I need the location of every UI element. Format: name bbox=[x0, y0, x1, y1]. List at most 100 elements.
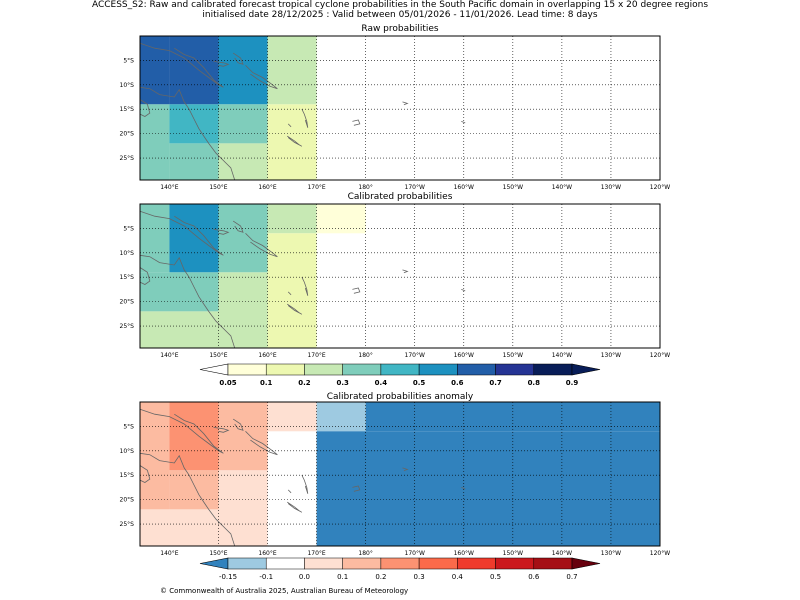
calibrated-coastline bbox=[301, 277, 309, 296]
probability-colorbar-swatch bbox=[533, 363, 573, 376]
anomaly-coastline bbox=[139, 452, 236, 547]
anomaly-probability-cell bbox=[316, 402, 366, 432]
raw-y-tick-label: 5°S bbox=[123, 57, 134, 64]
raw-x-tick-label: 170°E bbox=[307, 184, 325, 191]
raw-x-tick-label: 140°E bbox=[160, 184, 178, 191]
calibrated-coastline bbox=[286, 303, 303, 315]
probability-colorbar-label: 0.9 bbox=[566, 379, 579, 387]
raw-y-tick-label: 15°S bbox=[120, 106, 135, 113]
anomaly-colorbar-swatch bbox=[457, 557, 496, 570]
probability-colorbar-label: 0.4 bbox=[375, 379, 388, 387]
raw-coastline bbox=[139, 99, 151, 117]
calibrated-probability-cell bbox=[140, 311, 219, 348]
raw-map-panel: 140°E 150°E 160°E 170°E 180° 170°W 160°W 150°W 1… bbox=[120, 35, 670, 191]
anomaly-colorbar-label: 0.1 bbox=[337, 573, 348, 581]
calibrated-panel-title: Calibrated probabilities bbox=[347, 192, 453, 202]
raw-x-tick-label: 160°W bbox=[454, 184, 474, 191]
probability-colorbar-swatch bbox=[418, 363, 458, 376]
calibrated-coastline bbox=[139, 254, 236, 349]
calibrated-coastline bbox=[245, 233, 278, 258]
calibrated-probability-cell bbox=[316, 204, 366, 234]
anomaly-y-tick-label: 25°S bbox=[120, 521, 135, 528]
calibrated-x-tick-label: 150°E bbox=[209, 352, 227, 359]
probability-colorbar-label: 0.2 bbox=[298, 379, 311, 387]
calibrated-x-tick-label: 130°W bbox=[601, 352, 621, 359]
calibrated-x-tick-label: 170°W bbox=[405, 352, 425, 359]
calibrated-probability-cell bbox=[140, 204, 170, 273]
anomaly-panel-title: Calibrated probabilities anomaly bbox=[326, 392, 474, 402]
raw-x-tick-label: 180° bbox=[358, 184, 372, 191]
anomaly-colorbar-swatch bbox=[495, 557, 535, 570]
raw-coastline bbox=[245, 65, 278, 90]
probability-colorbar-swatch bbox=[265, 363, 305, 376]
raw-probability-cell bbox=[218, 36, 268, 105]
probability-colorbar-swatch bbox=[304, 363, 343, 376]
anomaly-x-tick-label: 150°W bbox=[503, 550, 523, 557]
probability-colorbar-label: 0.6 bbox=[451, 379, 464, 387]
probability-colorbar-over-extension bbox=[571, 363, 601, 376]
raw-x-tick-label: 170°W bbox=[405, 184, 425, 191]
anomaly-coastline bbox=[213, 427, 230, 433]
raw-panel-title: Raw probabilities bbox=[361, 24, 439, 34]
raw-probability-cell bbox=[267, 104, 317, 180]
anomaly-x-tick-label: 170°E bbox=[307, 550, 325, 557]
anomaly-probability-cell bbox=[169, 470, 219, 510]
raw-coastline bbox=[213, 61, 230, 67]
raw-map-frame bbox=[139, 35, 661, 181]
calibrated-coastline bbox=[352, 287, 361, 294]
anomaly-colorbar-over-extension bbox=[571, 557, 601, 570]
calibrated-probability-cell bbox=[218, 204, 268, 273]
anomaly-coastline bbox=[461, 487, 466, 490]
anomaly-y-tick-label: 15°S bbox=[120, 472, 135, 479]
anomaly-probability-cell bbox=[267, 402, 317, 432]
anomaly-x-tick-label: 170°W bbox=[405, 550, 425, 557]
anomaly-coastline bbox=[245, 431, 278, 456]
calibrated-y-tick-label: 5°S bbox=[123, 225, 134, 232]
calibrated-y-tick-label: 10°S bbox=[120, 250, 135, 257]
probability-colorbar: 0.05 0.1 0.2 0.3 0.4 0.5 0.6 0.7 0.8 0.9 bbox=[199, 363, 601, 387]
calibrated-map-panel: 140°E 150°E 160°E 170°E 180° 170°W 160°W 150°W 1… bbox=[120, 203, 670, 359]
calibrated-probability-cell bbox=[267, 233, 317, 348]
anomaly-probability-cell bbox=[218, 402, 268, 471]
raw-x-tick-label: 150°E bbox=[209, 184, 227, 191]
anomaly-x-tick-label: 130°W bbox=[601, 550, 621, 557]
probability-colorbar-swatch bbox=[227, 363, 267, 376]
figure-title: ACCESS_S2: Raw and calibrated forecast t… bbox=[91, 0, 709, 10]
anomaly-probability-cell bbox=[316, 431, 660, 546]
anomaly-probability-cell bbox=[218, 470, 268, 546]
calibrated-y-tick-label: 20°S bbox=[120, 299, 135, 306]
anomaly-colorbar-swatch bbox=[342, 557, 382, 570]
probability-colorbar-swatch bbox=[495, 363, 535, 376]
anomaly-colorbar-swatch bbox=[304, 557, 343, 570]
calibrated-map-frame bbox=[139, 203, 661, 349]
anomaly-probability-cell bbox=[169, 402, 219, 471]
anomaly-map-panel: 140°E 150°E 160°E 170°E 180° 170°W 160°W 150°W 1… bbox=[120, 401, 670, 557]
raw-probability-cell bbox=[218, 143, 268, 180]
raw-probability-cell bbox=[169, 143, 219, 180]
probability-colorbar-label: 0.05 bbox=[219, 379, 236, 387]
calibrated-x-tick-label: 140°W bbox=[552, 352, 572, 359]
anomaly-x-tick-label: 140°E bbox=[160, 550, 178, 557]
raw-probability-cell bbox=[218, 104, 268, 144]
anomaly-coastline bbox=[139, 465, 151, 483]
raw-coastline bbox=[139, 86, 236, 181]
anomaly-coastline bbox=[301, 475, 309, 494]
anomaly-colorbar-label: 0.2 bbox=[375, 573, 386, 581]
anomaly-coastline bbox=[352, 485, 361, 492]
raw-coastline bbox=[301, 109, 309, 128]
anomaly-colorbar-label: 0.3 bbox=[414, 573, 425, 581]
anomaly-colorbar-swatch bbox=[380, 557, 420, 570]
calibrated-x-tick-label: 150°W bbox=[503, 352, 523, 359]
anomaly-colorbar-label: -0.15 bbox=[219, 573, 237, 581]
raw-probability-cell bbox=[169, 36, 219, 105]
anomaly-colorbar-swatch bbox=[533, 557, 573, 570]
anomaly-x-tick-label: 160°E bbox=[258, 550, 276, 557]
raw-probability-cell bbox=[140, 104, 170, 180]
anomaly-y-tick-label: 10°S bbox=[120, 448, 135, 455]
calibrated-probability-cell bbox=[267, 204, 317, 234]
anomaly-colorbar-swatch bbox=[227, 557, 267, 570]
calibrated-probability-cell bbox=[140, 272, 219, 312]
anomaly-colorbar-label: 0.0 bbox=[299, 573, 310, 581]
raw-x-tick-label: 140°W bbox=[552, 184, 572, 191]
